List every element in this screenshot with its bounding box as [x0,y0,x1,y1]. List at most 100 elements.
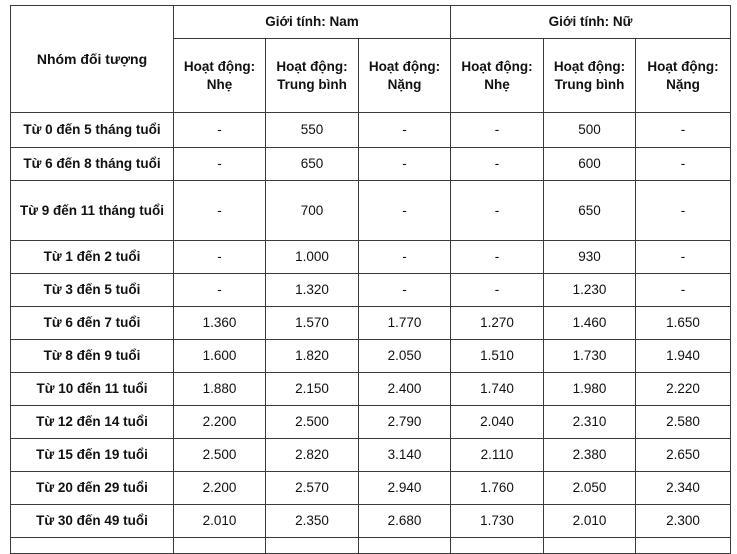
cell-female-heavy: - [635,112,732,148]
cell-male-moderate: 1.320 [265,273,359,307]
cell-male-light: - [173,147,266,181]
row-label: Từ 6 đến 8 tháng tuổi [10,147,174,181]
column-header-subject-group: Nhóm đối tượng [10,5,174,113]
cell-male-heavy: 2.790 [357,405,452,439]
cell-female-light: - [450,240,545,274]
cell-female-moderate: 930 [543,240,637,274]
table-row: Từ 3 đến 5 tuổi - 1.320 - - 1.230 - [10,273,732,307]
cell-male-moderate: 700 [265,180,359,241]
table-row: Từ 12 đến 14 tuổi 2.200 2.500 2.790 2.04… [10,405,732,439]
row-label: Từ 6 đến 7 tuổi [10,306,174,340]
cell-female-light: 1.730 [450,504,545,538]
cell-female-moderate: 2.010 [543,504,637,538]
cell-male-moderate: 2.150 [265,372,359,406]
row-label: Từ 0 đến 5 tháng tuổi [10,112,174,148]
cell-male-heavy: - [357,147,452,181]
cell-female-heavy: - [635,273,732,307]
cell-female-heavy: 1.940 [635,339,732,373]
table-row: Từ 30 đến 49 tuổi 2.010 2.350 2.680 1.73… [10,504,732,538]
cell-male-light: - [173,112,266,148]
column-header-male-moderate: Hoạt động: Trung bình [265,38,359,113]
header-row-groups: Nhóm đối tượng Giới tính: Nam Giới tính:… [10,5,732,113]
table-row: Từ 6 đến 8 tháng tuổi - 650 - - 600 - [10,147,732,181]
row-label: Từ 3 đến 5 tuổi [10,273,174,307]
column-header-female-light: Hoạt động: Nhẹ [450,38,545,113]
cell-female-moderate: 1.730 [543,339,637,373]
cell-female-light: 2.040 [450,405,545,439]
cell-female-light: 2.110 [450,438,545,472]
cell-male-moderate [265,537,359,554]
cell-male-moderate: 1.570 [265,306,359,340]
cell-female-moderate [543,537,637,554]
cell-female-heavy: 2.650 [635,438,732,472]
column-header-male-heavy: Hoạt động: Nặng [357,38,452,113]
cell-female-light: 1.760 [450,471,545,505]
table-row: Từ 8 đến 9 tuổi 1.600 1.820 2.050 1.510 … [10,339,732,373]
cell-male-light: - [173,240,266,274]
cell-female-heavy: - [635,180,732,241]
row-label: Từ 8 đến 9 tuổi [10,339,174,373]
cell-male-moderate: 550 [265,112,359,148]
cell-male-heavy: - [357,112,452,148]
cell-female-heavy: 2.580 [635,405,732,439]
cell-male-light: 2.500 [173,438,266,472]
cell-male-heavy: 2.400 [357,372,452,406]
cell-female-light: - [450,147,545,181]
cell-female-moderate: 1.230 [543,273,637,307]
row-label: Từ 20 đến 29 tuổi [10,471,174,505]
table-row: Từ 0 đến 5 tháng tuổi - 550 - - 500 - [10,112,732,148]
cell-female-heavy [635,537,732,554]
header-row-subcolumns: Hoạt động: Nhẹ Hoạt động: Trung bình Hoạ… [11,38,732,113]
cell-male-moderate: 650 [265,147,359,181]
cell-male-moderate: 2.500 [265,405,359,439]
cell-male-heavy: 1.770 [357,306,452,340]
cell-male-light: 2.200 [173,405,266,439]
cell-male-light: 1.880 [173,372,266,406]
cell-female-light: - [450,180,545,241]
table-row: Từ 20 đến 29 tuổi 2.200 2.570 2.940 1.76… [10,471,732,505]
cell-female-heavy: 2.220 [635,372,732,406]
row-label: Từ 10 đến 11 tuổi [10,372,174,406]
cell-male-moderate: 2.570 [265,471,359,505]
table-row: Từ 1 đến 2 tuổi - 1.000 - - 930 - [10,240,732,274]
cell-male-light: 1.360 [173,306,266,340]
cell-female-heavy: - [635,147,732,181]
cell-male-light: 2.010 [173,504,266,538]
cell-male-moderate: 2.350 [265,504,359,538]
row-label: Từ 30 đến 49 tuổi [10,504,174,538]
cell-female-heavy: 2.340 [635,471,732,505]
cell-male-light: - [173,273,266,307]
cell-male-heavy: 2.050 [357,339,452,373]
column-group-male: Giới tính: Nam [172,5,452,39]
nutrition-requirements-table: Nhóm đối tượng Giới tính: Nam Giới tính:… [10,5,732,554]
row-label [10,537,174,554]
cell-male-heavy: 2.680 [357,504,452,538]
column-header-female-heavy: Hoạt động: Nặng [635,38,732,113]
table-row: Từ 9 đến 11 tháng tuổi - 700 - - 650 - [10,180,732,241]
cell-female-light: 1.510 [450,339,545,373]
cell-male-moderate: 2.820 [265,438,359,472]
row-label: Từ 15 đến 19 tuổi [10,438,174,472]
table-row: Từ 15 đến 19 tuổi 2.500 2.820 3.140 2.11… [10,438,732,472]
cell-male-moderate: 1.820 [265,339,359,373]
cell-male-heavy: 2.940 [357,471,452,505]
cell-female-heavy: 1.650 [635,306,732,340]
cell-male-heavy: - [357,273,452,307]
cell-female-heavy: 2.300 [635,504,732,538]
cell-male-heavy: 3.140 [357,438,452,472]
cell-female-moderate: 1.980 [543,372,637,406]
cell-male-light: 1.600 [173,339,266,373]
row-label: Từ 12 đến 14 tuổi [10,405,174,439]
cell-female-moderate: 1.460 [543,306,637,340]
table-row [10,537,732,554]
column-header-female-moderate: Hoạt động: Trung bình [543,38,637,113]
row-label: Từ 9 đến 11 tháng tuổi [10,180,174,241]
document-page: Nhóm đối tượng Giới tính: Nam Giới tính:… [10,5,732,554]
cell-female-heavy: - [635,240,732,274]
cell-female-moderate: 2.380 [543,438,637,472]
cell-male-heavy: - [357,240,452,274]
row-label: Từ 1 đến 2 tuổi [10,240,174,274]
cell-female-moderate: 500 [543,112,637,148]
cell-female-moderate: 600 [543,147,637,181]
table-row: Từ 10 đến 11 tuổi 1.880 2.150 2.400 1.74… [10,372,732,406]
